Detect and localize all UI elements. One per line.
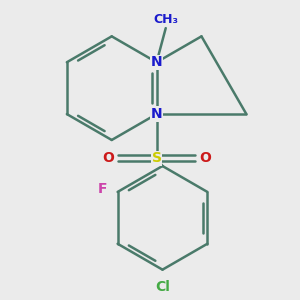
Text: O: O <box>102 151 114 165</box>
Text: Cl: Cl <box>155 280 170 294</box>
Text: CH₃: CH₃ <box>153 13 178 26</box>
Text: S: S <box>152 151 162 165</box>
Text: N: N <box>151 107 162 121</box>
Text: F: F <box>98 182 108 196</box>
Text: N: N <box>151 55 162 69</box>
Text: O: O <box>200 151 211 165</box>
